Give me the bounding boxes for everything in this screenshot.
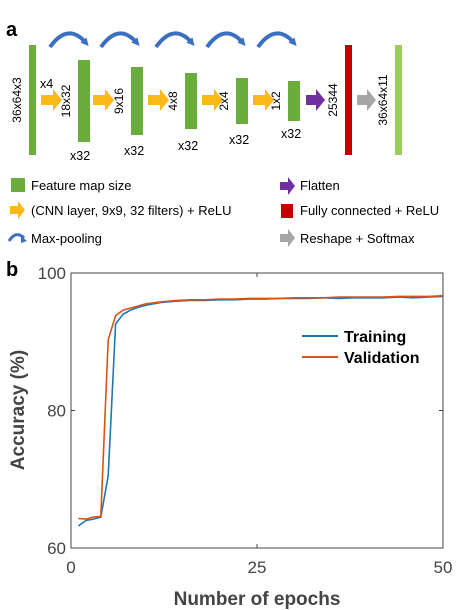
legend-max-pooling: Max-pooling	[31, 231, 102, 246]
fc-size-label: 25344	[326, 83, 340, 117]
x4-label: x4	[40, 77, 53, 91]
feature-map-count: x32	[124, 144, 144, 158]
max-pooling-icon	[48, 31, 89, 49]
feature-map-count: x32	[229, 133, 249, 147]
y-tick-label: 80	[47, 402, 66, 421]
legend-fully-connected: Fully connected + ReLU	[300, 203, 439, 218]
fully-connected-layer	[345, 45, 352, 155]
y-tick-label: 60	[47, 539, 66, 558]
feature-map-count: x32	[281, 127, 301, 141]
feature-map-size: 1x2	[269, 91, 283, 111]
cnn-arrow	[148, 89, 169, 111]
feature-map-size: 2x4	[217, 91, 231, 111]
output-feature-map	[395, 45, 402, 155]
legend-reshape-arrow-icon	[280, 229, 295, 247]
max-pooling-icon	[205, 31, 246, 49]
legend-flatten-arrow-icon	[280, 177, 295, 195]
panel-a-label: a	[6, 19, 18, 41]
feature-map	[78, 60, 90, 142]
plot-frame	[70, 272, 444, 549]
feature-map-count: x32	[70, 149, 90, 163]
legend-pooling-icon	[7, 233, 26, 242]
legend-cnn-arrow-icon	[10, 201, 25, 219]
feature-map	[288, 81, 300, 121]
legend-pooling-arrowhead-icon	[21, 236, 27, 243]
output-size-label: 36x64x11	[376, 74, 390, 125]
feature-map-size: 9x16	[112, 88, 126, 114]
legend-validation-label: Validation	[344, 350, 420, 367]
feature-map-size: 4x8	[166, 91, 180, 111]
legend-fc-swatch	[281, 204, 293, 218]
x-tick-label: 25	[248, 558, 267, 577]
feature-map	[131, 67, 143, 135]
panel-b-label: b	[6, 259, 18, 281]
feature-map	[185, 73, 197, 129]
input-feature-map	[29, 45, 36, 155]
max-pooling-icon	[99, 31, 140, 49]
legend-flatten: Flatten	[300, 178, 340, 193]
flatten-arrow	[306, 89, 325, 111]
x-tick-label: 0	[66, 558, 75, 577]
cnn-arrow	[253, 89, 274, 111]
cnn-arrow	[41, 89, 62, 111]
legend-feature-map-swatch	[11, 178, 25, 192]
y-axis-label: Accuracy (%)	[8, 350, 29, 470]
max-pooling-icon	[256, 31, 297, 49]
x-tick-label: 50	[434, 558, 453, 577]
legend-cnn-layer: (CNN layer, 9x9, 32 filters) + ReLU	[31, 203, 231, 218]
y-tick-label: 100	[38, 264, 66, 283]
legend-training-label: Training	[344, 329, 406, 346]
accuracy-chart: 0 25 50 60 80 100 Number of epochs Accuracy (…	[8, 264, 452, 610]
series-line-validation	[78, 294, 444, 520]
reshape-arrow	[357, 89, 376, 111]
max-pooling-icon	[154, 31, 195, 49]
legend-feature-map: Feature map size	[31, 178, 131, 193]
cnn-arrow	[202, 89, 223, 111]
input-size-label: 36x64x3	[10, 77, 24, 123]
x-axis-label: Number of epochs	[174, 589, 341, 610]
feature-map-size: 18x32	[59, 84, 73, 117]
legend-reshape: Reshape + Softmax	[300, 231, 415, 246]
cnn-arrow	[93, 89, 114, 111]
feature-map	[236, 78, 248, 124]
feature-map-count: x32	[178, 139, 198, 153]
